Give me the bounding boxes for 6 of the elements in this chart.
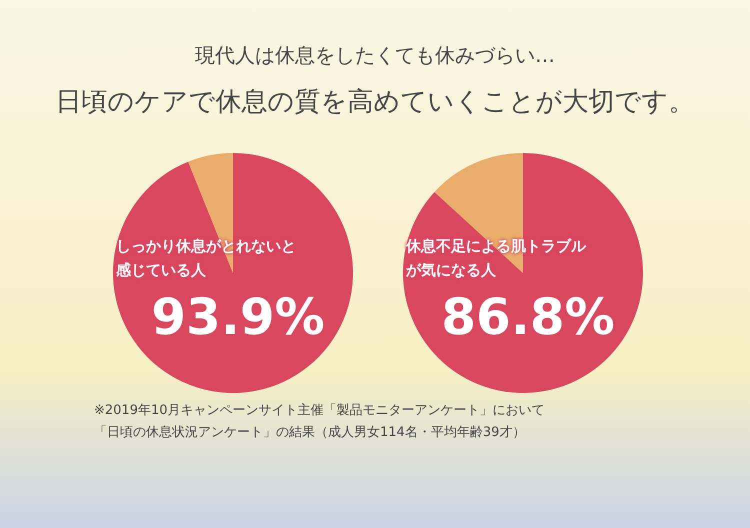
text: 「日頃の休息状況アンケート」の結果（成人男女114名・平均年齢39才） [94,424,526,442]
data-label: 93.9% [150,288,326,346]
chart-subtitle: 日頃のケアで休息の質を高めていくことが大切です。 [54,86,696,119]
data-label: 86.8% [440,288,616,346]
text: ※2019年10月キャンペーンサイト主催「製品モニターアンケート」において [94,402,546,420]
chart-title: 現代人は休息をしたくても休みづらい… [194,42,556,69]
